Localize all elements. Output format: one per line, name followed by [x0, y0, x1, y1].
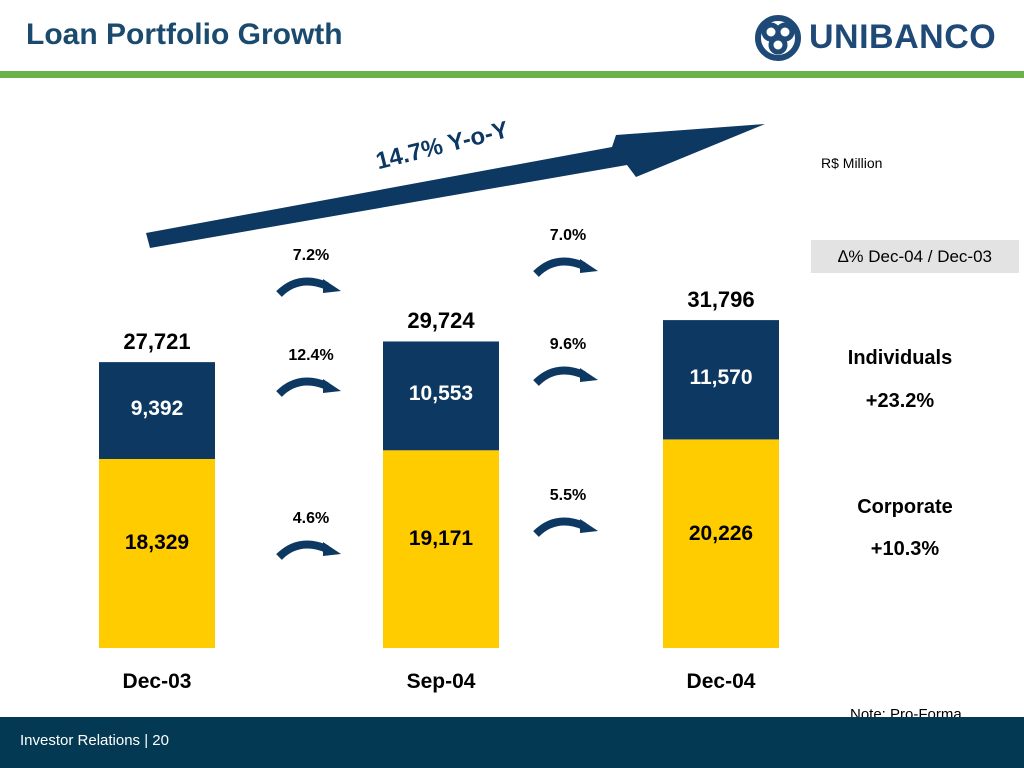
growth-label-total: 7.0%: [549, 227, 587, 244]
logo-wordmark: UNIBANCO: [809, 18, 997, 56]
growth-arrow-icon: [533, 517, 586, 537]
individuals-value-label: 10,553: [408, 381, 474, 405]
growth-label-corporate: 5.5%: [549, 487, 587, 504]
bar-corporate-dec-04: [663, 439, 779, 648]
slide-title: Loan Portfolio Growth: [26, 18, 343, 51]
growth-arrow-icon: [533, 366, 586, 386]
growth-arrowhead-icon: [580, 259, 598, 273]
x-tick-label: Dec-04: [686, 670, 756, 693]
logo-mark-icon: [755, 15, 801, 61]
bar-corporate-sep-04: [383, 450, 499, 648]
unibanco-logo: UNIBANCO: [754, 12, 1020, 64]
individuals-value-label: 11,570: [689, 365, 753, 389]
growth-arrow-icon: [276, 277, 329, 297]
growth-label-individuals: 12.4%: [288, 347, 334, 364]
growth-arrow-icon: [276, 540, 329, 560]
x-tick-label: Dec-03: [122, 670, 192, 693]
unit-label: R$ Million: [821, 155, 883, 171]
bar-individuals-dec-04: [663, 320, 779, 440]
legend-corporate-change: +10.3%: [870, 538, 940, 560]
growth-arrow-icon: [276, 377, 329, 397]
growth-label-corporate: 4.6%: [292, 510, 330, 527]
x-tick-label: Sep-04: [406, 670, 476, 693]
corporate-value-label: 19,171: [408, 527, 474, 551]
growth-arrowhead-icon: [580, 368, 598, 382]
footer-text: Investor Relations | 20: [20, 732, 169, 749]
corporate-value-label: 18,329: [124, 531, 190, 555]
delta-caption: ∆% Dec-04 / Dec-03: [811, 240, 1019, 273]
bar-individuals-sep-04: [383, 341, 499, 451]
trend-label: 14.7% Y-o-Y: [373, 116, 511, 175]
total-label: 27,721: [123, 329, 191, 355]
growth-label-individuals: 9.6%: [549, 336, 587, 353]
bar-corporate-dec-03: [99, 458, 215, 648]
growth-label-total: 7.2%: [292, 247, 330, 264]
legend-individuals-name: Individuals: [847, 347, 953, 369]
trend-arrow-icon: [146, 124, 765, 248]
bar-individuals-dec-03: [99, 362, 215, 459]
growth-arrowhead-icon: [323, 379, 341, 393]
growth-arrow-icon: [533, 257, 586, 277]
total-label: 31,796: [687, 287, 755, 313]
growth-arrowhead-icon: [323, 542, 341, 556]
legend-corporate-name: Corporate: [857, 496, 953, 518]
total-label: 29,724: [407, 308, 475, 334]
growth-arrowhead-icon: [323, 279, 341, 293]
growth-arrowhead-icon: [580, 519, 598, 533]
individuals-value-label: 9,392: [130, 396, 184, 420]
corporate-value-label: 20,226: [688, 521, 754, 545]
footer-bar: [0, 717, 1024, 768]
header-divider: [0, 71, 1024, 78]
legend-individuals-change: +23.2%: [865, 390, 935, 412]
